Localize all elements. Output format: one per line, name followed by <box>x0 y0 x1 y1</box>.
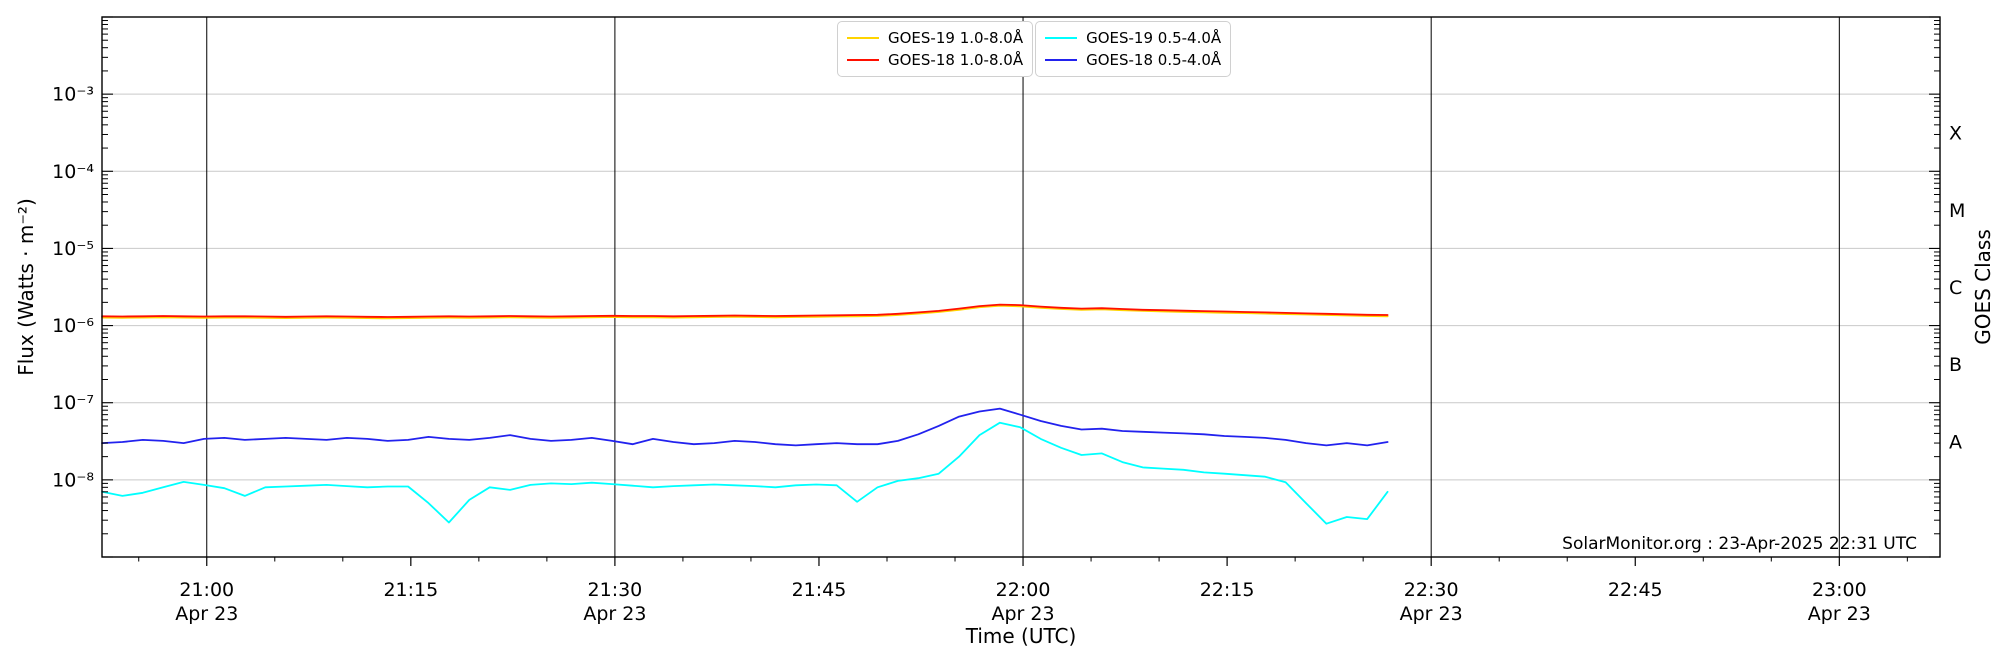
svg-text:Apr 23: Apr 23 <box>175 603 238 625</box>
y-axis-title-left: Flux (Watts · m⁻²) <box>14 198 38 376</box>
series-lines <box>101 303 1389 525</box>
legend-swatch-goes18-short <box>1045 59 1078 61</box>
svg-text:21:00: 21:00 <box>179 579 234 601</box>
legend-box-short-channel: GOES-19 0.5-4.0Å GOES-18 0.5-4.0Å <box>1035 21 1232 77</box>
svg-text:Apr 23: Apr 23 <box>1808 603 1871 625</box>
x-axis-title: Time (UTC) <box>965 624 1077 648</box>
gridlines <box>102 17 1940 557</box>
svg-text:22:30: 22:30 <box>1404 579 1459 601</box>
legend: GOES-19 1.0-8.0Å GOES-18 1.0-8.0Å GOES-1… <box>837 21 1232 77</box>
series-goes-19-1-0-8-0- <box>101 304 1389 320</box>
svg-text:C: C <box>1949 277 1962 299</box>
svg-text:22:15: 22:15 <box>1200 579 1255 601</box>
axes <box>101 16 1941 566</box>
legend-label-goes18-short: GOES-18 0.5-4.0Å <box>1086 51 1222 69</box>
svg-text:10⁻⁷: 10⁻⁷ <box>52 392 94 414</box>
svg-text:23:00: 23:00 <box>1812 579 1867 601</box>
svg-text:Apr 23: Apr 23 <box>1400 603 1463 625</box>
y-axis-title-right: GOES Class <box>1971 229 1995 345</box>
legend-swatch-goes18-long <box>847 59 879 61</box>
svg-text:M: M <box>1949 200 1965 222</box>
series-goes-18-1-0-8-0- <box>101 303 1389 318</box>
svg-text:Apr 23: Apr 23 <box>583 603 646 625</box>
series-goes-18-0-5-4-0- <box>101 407 1389 447</box>
svg-text:X: X <box>1949 123 1962 145</box>
svg-text:A: A <box>1949 431 1962 453</box>
legend-swatch-goes19-short <box>1045 37 1078 39</box>
svg-text:21:30: 21:30 <box>588 579 643 601</box>
legend-swatch-goes19-long <box>847 37 879 39</box>
attribution-text: SolarMonitor.org : 23-Apr-2025 22:31 UTC <box>1562 534 1917 554</box>
svg-text:21:45: 21:45 <box>792 579 847 601</box>
legend-row-goes19-long: GOES-19 1.0-8.0Å <box>847 27 1023 49</box>
svg-text:B: B <box>1949 354 1962 376</box>
svg-text:21:15: 21:15 <box>383 579 438 601</box>
svg-text:10⁻⁴: 10⁻⁴ <box>52 161 94 183</box>
legend-label-goes18-long: GOES-18 1.0-8.0Å <box>888 51 1024 69</box>
legend-row-goes18-long: GOES-18 1.0-8.0Å <box>847 49 1023 71</box>
svg-text:22:45: 22:45 <box>1608 579 1663 601</box>
svg-text:10⁻⁵: 10⁻⁵ <box>52 238 94 260</box>
svg-text:10⁻⁶: 10⁻⁶ <box>52 315 94 337</box>
series-goes-19-0-5-4-0- <box>101 421 1389 525</box>
legend-box-long-channel: GOES-19 1.0-8.0Å GOES-18 1.0-8.0Å <box>837 21 1034 77</box>
legend-row-goes18-short: GOES-18 0.5-4.0Å <box>1045 49 1221 71</box>
legend-label-goes19-short: GOES-19 0.5-4.0Å <box>1086 29 1222 47</box>
svg-text:Apr 23: Apr 23 <box>991 603 1054 625</box>
svg-text:22:00: 22:00 <box>996 579 1051 601</box>
legend-row-goes19-short: GOES-19 0.5-4.0Å <box>1045 27 1221 49</box>
legend-label-goes19-long: GOES-19 1.0-8.0Å <box>888 29 1024 47</box>
svg-text:10⁻⁸: 10⁻⁸ <box>52 469 94 491</box>
svg-text:10⁻³: 10⁻³ <box>52 84 94 106</box>
